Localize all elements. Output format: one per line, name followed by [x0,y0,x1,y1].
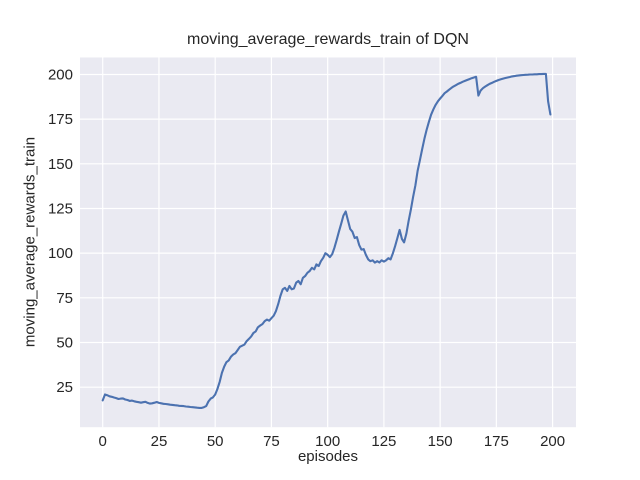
x-tick-label: 0 [99,433,107,450]
chart-title: moving_average_rewards_train of DQN [187,31,469,48]
x-tick-label: 200 [540,433,565,450]
y-tick-label: 100 [48,245,73,262]
x-axis-label: episodes [297,448,359,465]
y-tick-label: 75 [56,290,73,307]
x-tick-label: 50 [207,433,224,450]
y-axis-label-text: moving_average_rewards_train [21,136,39,348]
x-tick-label: 125 [371,433,396,450]
x-tick-label: 25 [151,433,168,450]
y-tick-label: 25 [56,379,73,396]
x-tick-label: 175 [484,433,509,450]
y-tick-label: 125 [48,200,73,217]
x-tick-label: 75 [263,433,280,450]
y-tick-label: 175 [48,111,73,128]
x-tick-label: 150 [428,433,453,450]
series-line [101,72,552,409]
y-tick-label: 150 [48,156,73,173]
y-tick-label: 50 [56,335,73,352]
y-tick-label: 200 [48,66,73,83]
x-tick-label: 100 [315,433,340,450]
